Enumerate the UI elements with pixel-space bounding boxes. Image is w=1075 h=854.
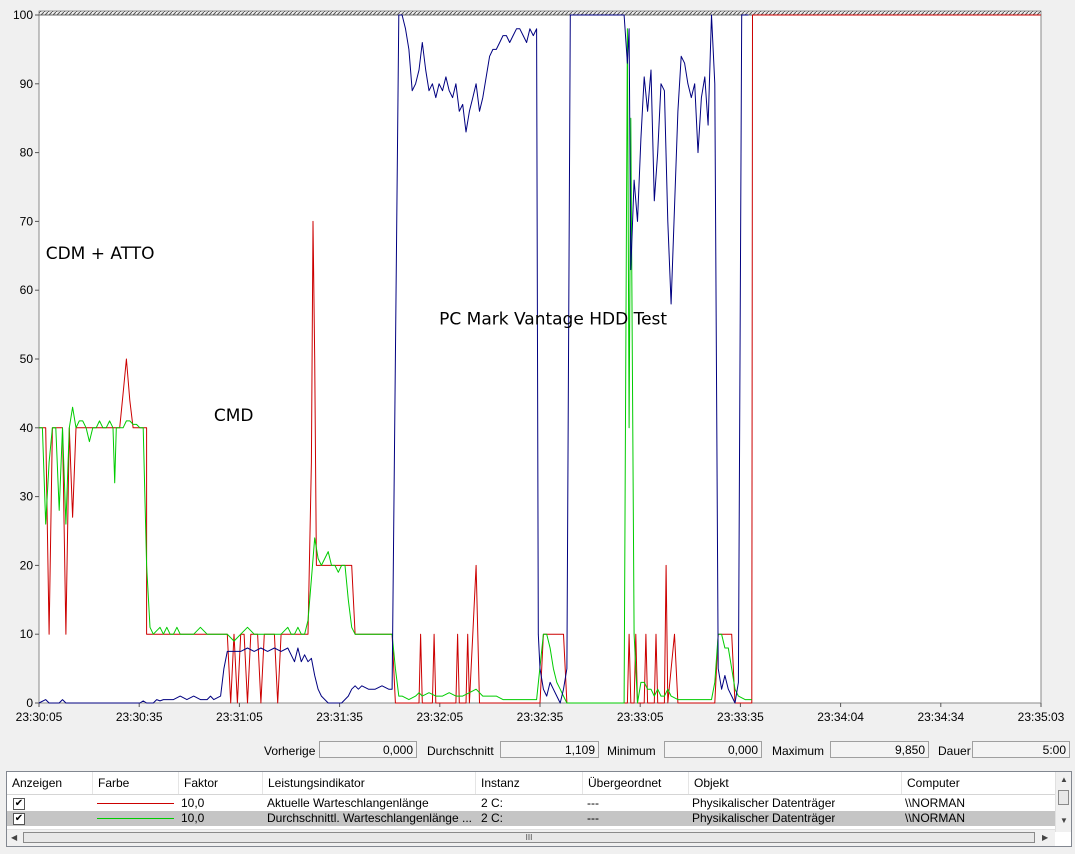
y-tick-label: 50 xyxy=(20,352,34,366)
x-tick-label: 23:34:04 xyxy=(817,710,864,724)
x-tick-label: 23:35:03 xyxy=(1018,710,1065,724)
x-tick-label: 23:34:34 xyxy=(917,710,964,724)
table-row[interactable]: ✔ 10,0 Aktuelle Warteschlangenlänge 2 C:… xyxy=(7,796,1055,811)
chart-annotation: CMD xyxy=(214,406,254,426)
y-tick-label: 90 xyxy=(20,77,34,91)
horizontal-scrollbar[interactable]: ◀ III ▶ xyxy=(7,829,1055,846)
parent-cell: --- xyxy=(587,796,599,810)
vertical-scroll-thumb[interactable] xyxy=(1058,790,1069,805)
maximum-label: Maximum xyxy=(772,744,825,758)
previous-value: 0,000 xyxy=(319,741,417,758)
previous-label: Vorherige xyxy=(264,744,316,758)
average-label: Durchschnitt xyxy=(427,744,494,758)
y-tick-label: 80 xyxy=(20,146,34,160)
x-tick-label: 23:33:05 xyxy=(617,710,664,724)
color-swatch xyxy=(97,818,174,819)
duration-value: 5:00 xyxy=(972,741,1070,758)
x-tick-label: 23:31:35 xyxy=(316,710,363,724)
object-cell: Physikalischer Datenträger xyxy=(692,796,836,810)
minimum-label: Minimum xyxy=(607,744,656,758)
computer-cell: \\NORMAN xyxy=(905,811,965,825)
column-header-instance[interactable]: Instanz xyxy=(476,772,583,794)
series-line-2 xyxy=(38,14,749,704)
y-tick-label: 70 xyxy=(20,214,34,228)
chart-annotation: CDM + ATTO xyxy=(46,244,155,264)
column-header-factor[interactable]: Faktor xyxy=(179,772,263,794)
y-tick-label: 30 xyxy=(20,490,34,504)
y-tick-label: 20 xyxy=(20,558,34,572)
scroll-right-icon[interactable]: ▶ xyxy=(1042,833,1049,842)
table-row[interactable]: ✔ 10,0 Durchschnittl. Warteschlangenläng… xyxy=(7,811,1055,826)
scroll-down-icon[interactable]: ▼ xyxy=(1060,816,1068,825)
plot-area xyxy=(38,14,1042,704)
performance-chart: 0 10 20 30 40 50 60 70 80 90 100 23:30:05 23:30:35 23… xyxy=(13,8,1065,724)
counter-table: Anzeigen Farbe Faktor Leistungsindikator… xyxy=(6,771,1072,847)
scroll-left-icon[interactable]: ◀ xyxy=(11,833,18,842)
column-header-counter[interactable]: Leistungsindikator xyxy=(263,772,476,794)
instance-cell: 2 C: xyxy=(481,811,504,825)
statistics-bar: Vorherige 0,000 Durchschnitt 1,109 Minim… xyxy=(0,740,1075,762)
minimum-value: 0,000 xyxy=(664,741,762,758)
x-tick-label: 23:30:05 xyxy=(16,710,63,724)
column-header-object[interactable]: Objekt xyxy=(689,772,902,794)
scroll-up-icon[interactable]: ▲ xyxy=(1060,775,1068,784)
counter-cell: Durchschnittl. Warteschlangenlänge ... xyxy=(267,811,472,825)
x-tick-label: 23:32:35 xyxy=(517,710,564,724)
average-value: 1,109 xyxy=(500,741,599,758)
y-tick-label: 100 xyxy=(13,8,33,22)
computer-cell: \\NORMAN xyxy=(905,796,965,810)
x-tick-label: 23:33:35 xyxy=(717,710,764,724)
factor-cell: 10,0 xyxy=(181,811,205,825)
x-tick-label: 23:31:05 xyxy=(216,710,263,724)
column-header-computer[interactable]: Computer xyxy=(907,776,960,790)
horizontal-scroll-thumb[interactable]: III xyxy=(23,832,1035,843)
maximum-value: 9,850 xyxy=(830,741,929,758)
series-line-1 xyxy=(39,28,752,704)
show-checkbox[interactable]: ✔ xyxy=(13,813,25,825)
color-swatch xyxy=(97,803,174,804)
parent-cell: --- xyxy=(587,811,599,825)
column-header-show[interactable]: Anzeigen xyxy=(7,772,93,794)
column-header-color[interactable]: Farbe xyxy=(93,772,179,794)
instance-cell: 2 C: xyxy=(481,796,504,810)
y-tick-label: 0 xyxy=(26,696,33,710)
object-cell: Physikalischer Datenträger xyxy=(692,811,836,825)
y-tick-label: 10 xyxy=(20,627,34,641)
column-header-parent[interactable]: Übergeordnet xyxy=(583,772,689,794)
x-tick-label: 23:30:35 xyxy=(116,710,163,724)
vertical-scrollbar[interactable]: ▲ ▼ xyxy=(1055,772,1071,832)
y-tick-label: 40 xyxy=(20,421,34,435)
show-checkbox[interactable]: ✔ xyxy=(13,798,25,810)
overflow-band xyxy=(38,10,1042,16)
counter-cell: Aktuelle Warteschlangenlänge xyxy=(267,796,429,810)
table-header: Anzeigen Farbe Faktor Leistungsindikator… xyxy=(7,772,1055,795)
chart-annotation: PC Mark Vantage HDD Test xyxy=(439,310,667,330)
y-tick-label: 60 xyxy=(20,283,34,297)
factor-cell: 10,0 xyxy=(181,796,205,810)
duration-label: Dauer xyxy=(938,744,971,758)
x-tick-label: 23:32:05 xyxy=(416,710,463,724)
